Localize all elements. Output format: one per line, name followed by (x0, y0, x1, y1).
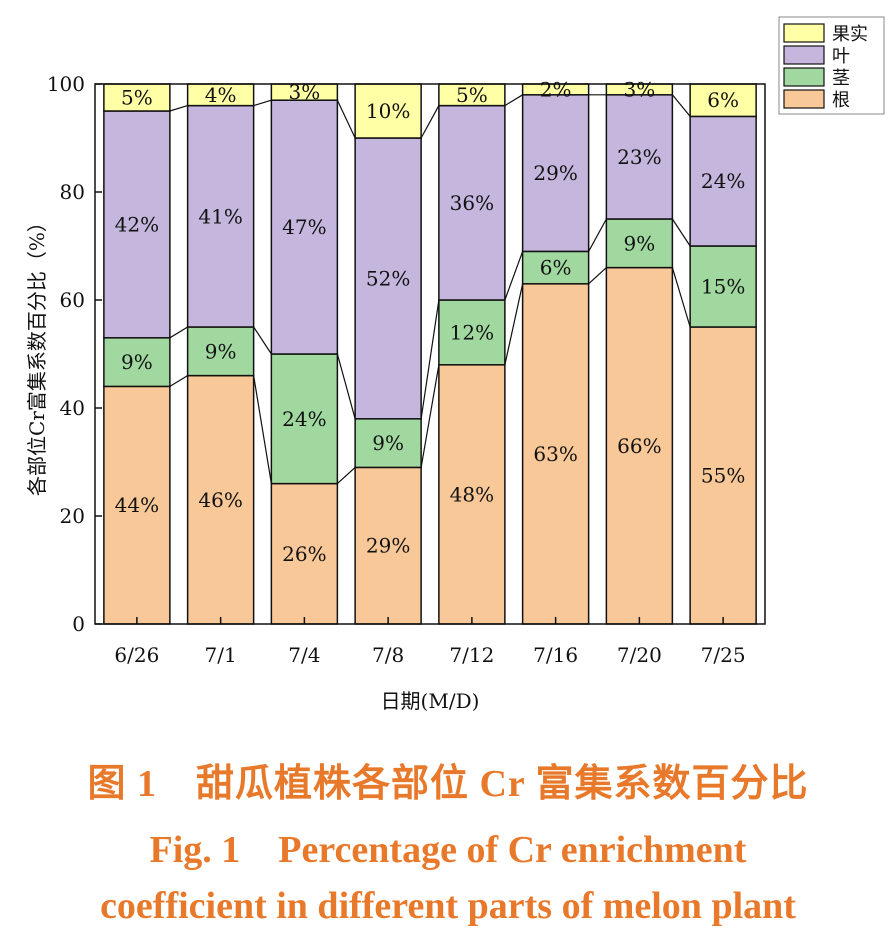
bar-segment (354, 137, 422, 420)
bar-segment (186, 104, 255, 328)
x-tick-label: 7/25 (701, 643, 746, 667)
bar-data-label: 36% (450, 191, 494, 215)
bar-data-label: 23% (617, 145, 661, 169)
bar-data-label: 9% (624, 231, 656, 255)
bar-data-label: 15% (701, 275, 745, 299)
bar-data-label: 66% (617, 434, 661, 458)
x-axis-label: 日期(M/D) (381, 689, 480, 713)
x-tick-label: 7/8 (372, 643, 404, 667)
caption-en-line2: coefficient in different parts of melon … (100, 885, 796, 927)
bar-segment (103, 385, 171, 625)
connector-line (169, 105, 188, 112)
legend-swatch (783, 23, 825, 43)
bar-segment (521, 250, 590, 285)
bar-segment (521, 283, 590, 625)
connector-line (504, 94, 523, 107)
connector-line (588, 267, 607, 285)
connector-line (336, 353, 356, 419)
connector-line (671, 94, 691, 117)
bar-data-label: 9% (372, 431, 404, 455)
legend-swatch (783, 67, 825, 87)
bar-data-label: 9% (205, 339, 237, 363)
legend-label: 茎 (832, 68, 850, 89)
bar-data-label: 12% (450, 320, 494, 344)
connector-line (671, 218, 691, 247)
y-tick-label: 100 (47, 72, 85, 96)
x-tick-label: 7/12 (449, 643, 494, 667)
bar-data-label: 6% (707, 88, 739, 112)
bar-data-label: 6% (540, 256, 572, 280)
caption-cn: 图 1 甜瓜植株各部位 Cr 富集系数百分比 (87, 763, 809, 805)
bar-segment (438, 364, 506, 625)
bar-data-label: 10% (366, 99, 410, 123)
connector-line (671, 267, 691, 328)
bar-data-label: 44% (115, 493, 159, 517)
bar-data-label: 46% (198, 488, 242, 512)
connector-line (588, 218, 607, 252)
plot-frame (94, 83, 766, 625)
bar-data-label: 63% (533, 442, 577, 466)
x-tick-label: 7/1 (205, 643, 237, 667)
connector-line (336, 466, 356, 485)
bar-data-label: 5% (456, 83, 488, 107)
y-tick-label: 80 (60, 180, 85, 204)
legend-swatch (783, 89, 825, 109)
legend-label: 果实 (832, 24, 868, 45)
y-tick-label: 20 (60, 504, 85, 528)
bar-data-label: 55% (701, 464, 745, 488)
bar-segment (103, 337, 171, 388)
bar-segment (103, 83, 171, 112)
caption-en-line1: Fig. 1 Percentage of Cr enrichment (149, 829, 747, 871)
bar-segment (438, 104, 506, 301)
bar-data-label: 5% (121, 86, 153, 110)
bar-segment (270, 353, 339, 485)
bar-data-label: 52% (366, 266, 410, 290)
bar-segment (186, 326, 255, 377)
bar-data-label: 41% (198, 204, 242, 228)
connector-line (336, 99, 356, 139)
connector-line (420, 299, 440, 419)
connector-line (253, 99, 272, 107)
y-tick-label: 0 (72, 612, 85, 636)
bar-segment (270, 482, 339, 625)
connector-line (253, 375, 272, 484)
bar-data-label: 29% (366, 534, 410, 558)
bar-data-label: 2% (540, 77, 572, 101)
bar-segment (605, 94, 674, 220)
connector-line (504, 251, 524, 301)
bar-segment (354, 418, 422, 469)
bar-segment (689, 115, 757, 247)
bar-data-label: 26% (282, 542, 326, 566)
connector-line (420, 364, 440, 468)
connector-line (253, 326, 272, 355)
x-tick-label: 7/16 (533, 643, 578, 667)
bar-data-label: 42% (115, 212, 159, 236)
bar-data-label: 9% (121, 350, 153, 374)
bar-data-label: 48% (450, 482, 494, 506)
connector-line (169, 375, 188, 387)
y-tick-label: 60 (60, 288, 85, 312)
legend-label: 根 (832, 90, 850, 111)
connector-line (504, 283, 524, 365)
bar-segment (438, 299, 506, 366)
connector-line (169, 326, 188, 339)
legend-label: 叶 (832, 46, 850, 67)
bar-data-label: 24% (282, 407, 326, 431)
bar-segment (354, 83, 422, 139)
bar-segment (689, 83, 757, 118)
legend-swatch (783, 45, 825, 65)
bar-data-label: 24% (701, 169, 745, 193)
bar-segment (521, 94, 590, 253)
stacked-bar-chart: 44% 9% 42% 5% 46% 9% 41% 4% 26% 24% 47% 3% 29% 9% 52% 1… (25, 16, 885, 713)
y-tick-label: 40 (60, 396, 85, 420)
x-tick-label: 7/4 (288, 643, 320, 667)
y-axis-label: 各部位Cr富集系数百分比（%） (25, 212, 49, 496)
bar-data-label: 4% (205, 83, 237, 107)
x-tick-label: 7/20 (617, 643, 662, 667)
connector-line (420, 105, 440, 139)
bar-data-label: 29% (533, 161, 577, 185)
bar-data-label: 3% (624, 77, 656, 101)
bar-data-label: 47% (282, 215, 326, 239)
x-tick-label: 6/26 (114, 643, 159, 667)
